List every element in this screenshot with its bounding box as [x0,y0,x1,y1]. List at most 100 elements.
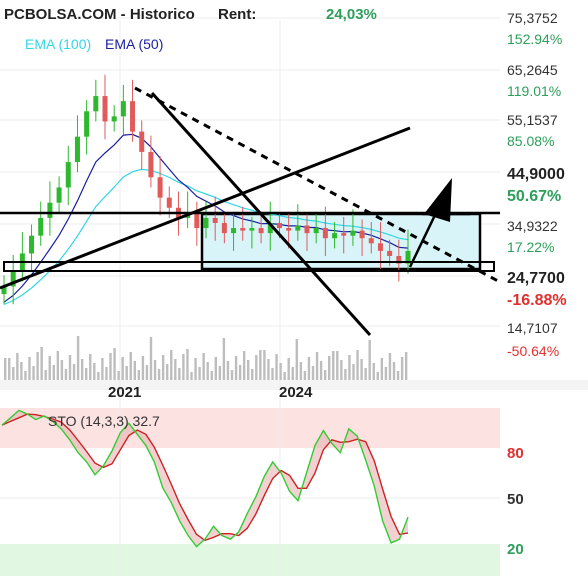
candle-body [93,96,99,112]
candle-body [377,243,383,251]
volume-bar [267,359,270,380]
candle-body [240,228,246,231]
price-tick: 34,9322 [507,218,558,234]
volume-bar [291,367,294,380]
volume-bar [380,358,384,380]
volume-bar [133,361,136,380]
candle-body [56,187,62,203]
sto-level-20: 20 [507,541,524,558]
chart-source-title: PCBOLSA.COM - Historico [4,6,195,23]
candle-body [405,250,411,264]
volume-bar [400,357,404,380]
x-tick-2021: 2021 [108,384,141,401]
candle-body [139,131,145,152]
volume-bar [149,337,153,380]
candle-body [194,212,200,229]
volume-bar [283,372,286,380]
price-tick: 75,3752 [507,10,558,26]
price-tick: 44,9000 [507,166,565,183]
candle-body [148,151,154,178]
volume-bar [125,366,128,380]
candle-body [212,217,218,223]
volume-bar [352,364,355,380]
panel-separator [0,380,588,390]
sto-level-50: 50 [507,491,524,508]
volume-bar [392,362,396,380]
volume-bar [234,356,238,380]
volume-bar [40,347,43,380]
candle-body [387,250,393,256]
percent-tick: 152.94% [507,31,562,47]
overbought-zone [0,408,500,448]
volume-bar [271,368,274,380]
candle-body [10,271,16,287]
volume-bar [340,360,343,380]
sto-label: STO (14,3,3) 32.7 [48,413,160,429]
candle-body [84,111,90,137]
candle-body [111,116,117,122]
volume-bar [190,372,193,380]
volume-bar [332,351,335,380]
volume-bar [364,368,367,380]
percent-tick: -50.64% [507,343,559,359]
volume-bars [4,336,408,380]
volume-bar [263,350,266,380]
volume-bar [210,371,213,380]
price-axis: 75,3752 152.94% 65,2645 119.01% 55,1537 … [507,10,567,359]
candle-body [130,101,136,132]
percent-tick: 85.08% [507,133,554,149]
dashed-trendline [134,86,501,284]
volume-bar [174,359,177,380]
volume-bar [384,367,388,380]
rising-trendline [0,126,411,290]
candle-body [267,222,273,234]
volume-bar [315,352,319,380]
volume-bar [129,352,132,380]
volume-bar [24,371,27,380]
volume-bar [178,368,181,380]
candle-body [368,238,374,244]
consolidation-box [200,212,482,271]
volume-bar [48,356,51,380]
volume-bar [396,371,400,380]
candle-body [396,255,402,264]
volume-bar [109,353,112,380]
volume-bar [198,367,201,380]
volume-bar [238,365,242,380]
percent-tick: -16.88% [507,292,567,309]
volume-bar [368,340,371,380]
candle-body [286,228,292,231]
volume-bar [372,363,375,380]
rent-value: 24,03% [326,6,377,23]
volume-bar [259,350,262,380]
volume-bar [307,357,311,380]
volume-bar [113,348,116,380]
volume-bar [97,372,100,380]
candle-body [120,101,126,117]
candle-body [295,225,301,231]
volume-bar [275,354,278,380]
volume-bar [319,361,323,380]
target-arrow-head [424,178,452,222]
candle-body [258,228,264,234]
volume-bar [255,355,258,380]
candle-body [221,222,227,234]
stochastic-oscillator [1,409,409,548]
volume-bar [214,357,217,380]
volume-bar [202,353,205,380]
candle-body [350,230,356,236]
candle-body [276,222,282,229]
volume-bar [242,351,246,380]
volume-bar [145,365,149,380]
volume-bar [247,360,250,380]
volume-bar [328,356,331,380]
sto-d-line [1,413,409,542]
candle-body [74,136,80,163]
volume-bar [170,350,173,380]
percent-tick: 119.01% [507,83,561,99]
volume-bar [166,364,169,380]
volume-bar [404,352,408,380]
volume-bar [303,371,307,380]
price-tick: 14,7107 [507,320,558,336]
